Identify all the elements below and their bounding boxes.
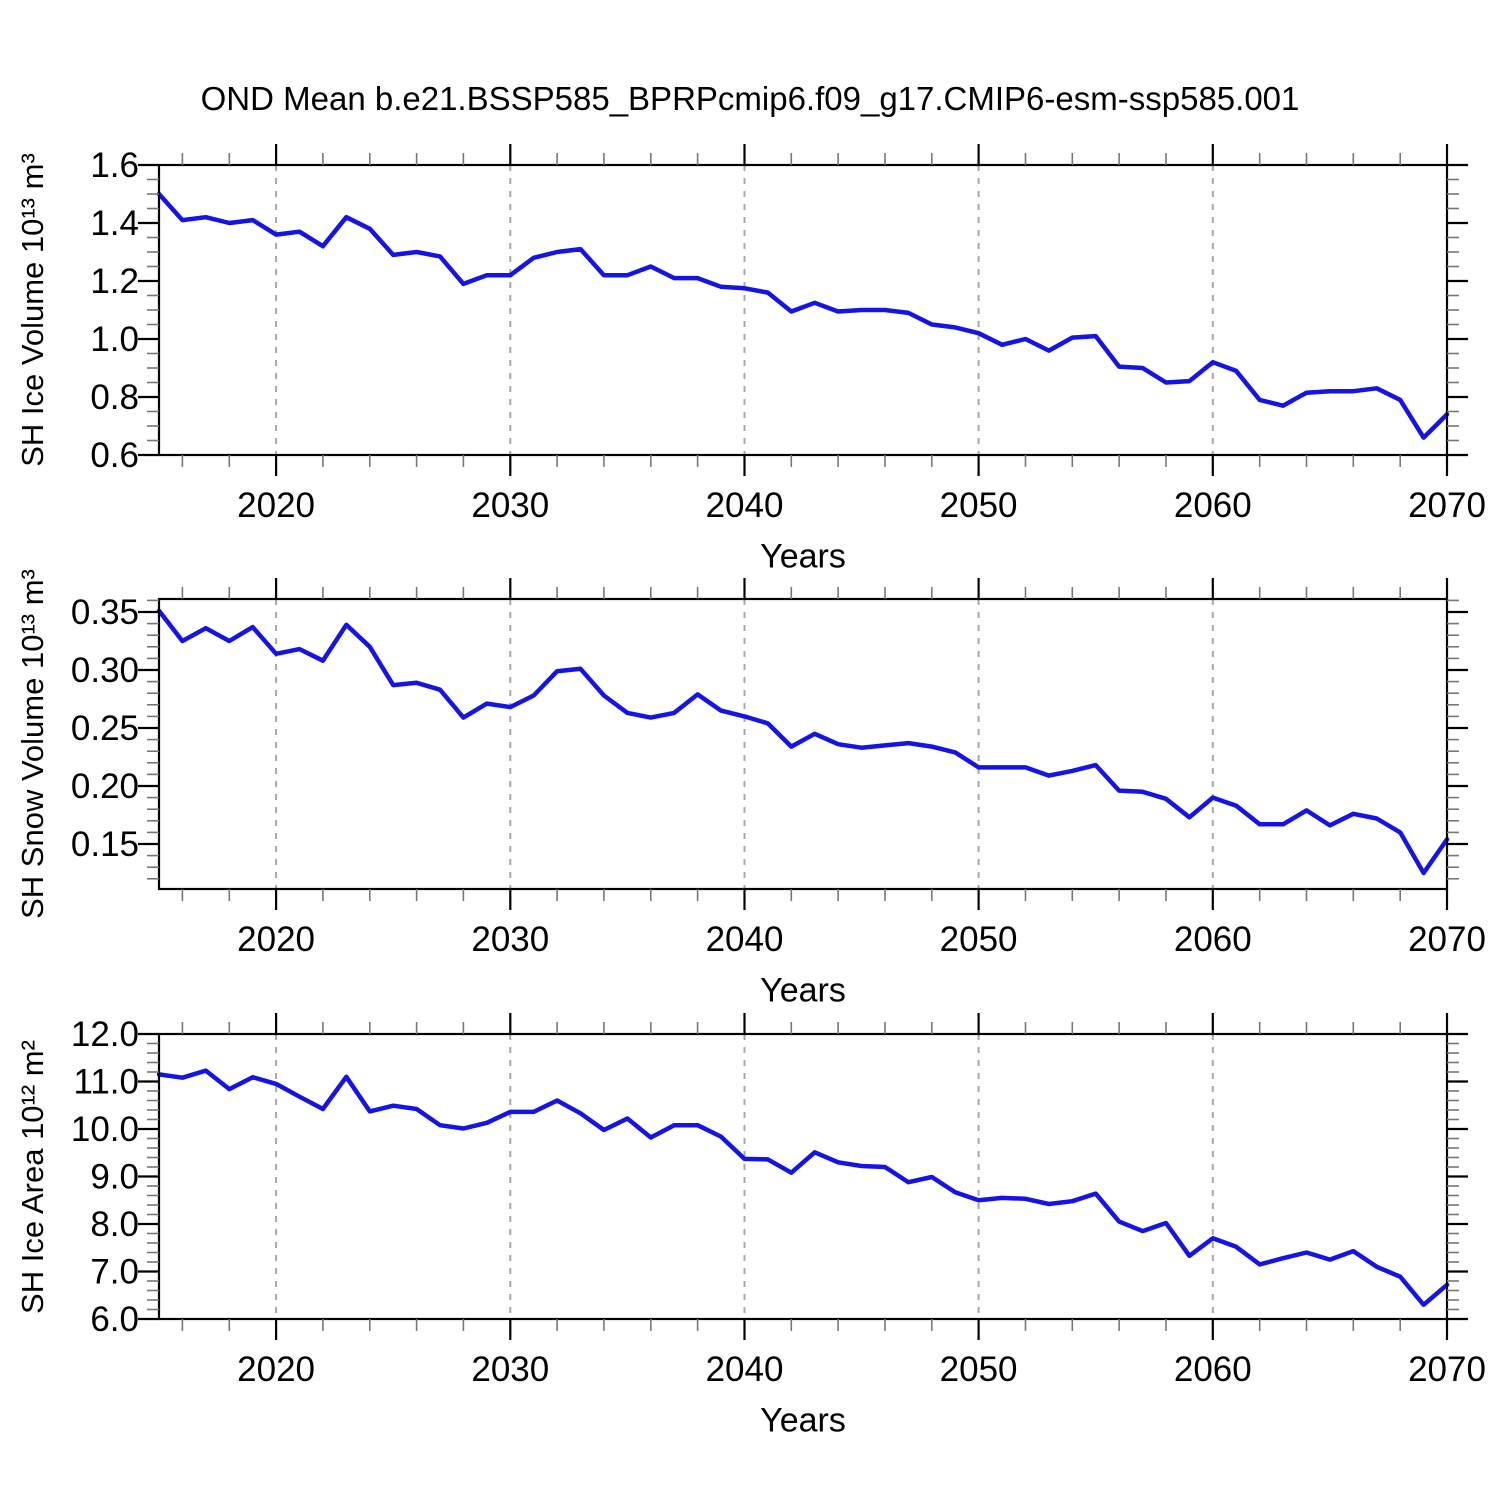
panel-sh-ice-volume-curve <box>156 191 1450 440</box>
x-tick-label: 2050 <box>940 486 1018 525</box>
x-axis-title-panel-1: Years <box>760 537 846 576</box>
y-tick-label: 0.6 <box>90 436 139 475</box>
x-tick-label: 2070 <box>1408 920 1486 959</box>
y-tick-label: 1.6 <box>90 146 139 185</box>
x-tick-label: 2030 <box>471 1350 549 1389</box>
y-tick-label: 0.30 <box>71 651 139 690</box>
x-tick-label: 2030 <box>471 486 549 525</box>
x-tick-label: 2030 <box>471 920 549 959</box>
x-tick-label: 2050 <box>940 1350 1018 1389</box>
panel-sh-ice-area-gridlines <box>275 1034 1214 1319</box>
panel-sh-ice-volume-ticks: 2020 2030 2040 2050 2060 2070 1.6 1.4 1.2 1.0 0.8 0… <box>90 144 1486 525</box>
y-tick-label: 10.0 <box>71 1110 139 1149</box>
x-tick-label: 2060 <box>1174 486 1252 525</box>
x-tick-label: 2020 <box>237 486 315 525</box>
panel-sh-snow-volume: 2020 2030 2040 2050 2060 2070 0.35 0.30 0.25 0.20… <box>71 578 1486 959</box>
panel-sh-ice-volume-gridlines <box>275 165 1214 455</box>
y-axis-title-ice-area: SH Ice Area 10¹² m² <box>15 1040 50 1314</box>
panel-sh-snow-volume-ticks: 2020 2030 2040 2050 2060 2070 0.35 0.30 0.25 0.20… <box>71 578 1486 959</box>
x-tick-label: 2020 <box>237 1350 315 1389</box>
panel-sh-ice-volume: 2020 2030 2040 2050 2060 2070 1.6 1.4 1.2 1.0 0.8 0… <box>90 144 1486 525</box>
y-tick-label: 0.20 <box>71 767 139 806</box>
y-tick-label: 0.15 <box>71 825 139 864</box>
y-axis-title-snow-volume: SH Snow Volume 10¹³ m³ <box>15 569 50 919</box>
y-tick-label: 12.0 <box>71 1015 139 1054</box>
y-tick-label: 0.35 <box>71 593 139 632</box>
y-tick-label: 6.0 <box>90 1300 139 1339</box>
x-tick-label: 2050 <box>940 920 1018 959</box>
chart-title: OND Mean b.e21.BSSP585_BPRPcmip6.f09_g17… <box>200 80 1300 117</box>
panel-sh-ice-area-frame <box>157 1032 1449 1321</box>
y-tick-label: 0.8 <box>90 378 139 417</box>
panel-sh-snow-volume-gridlines <box>275 599 1214 889</box>
y-tick-label: 9.0 <box>90 1158 139 1197</box>
x-tick-label: 2070 <box>1408 486 1486 525</box>
x-tick-label: 2040 <box>706 1350 784 1389</box>
panel-sh-ice-area-curve <box>156 1068 1450 1308</box>
x-tick-label: 2060 <box>1174 920 1252 959</box>
x-tick-label: 2020 <box>237 920 315 959</box>
x-tick-label: 2070 <box>1408 1350 1486 1389</box>
y-tick-label: 8.0 <box>90 1205 139 1244</box>
panel-sh-ice-area-ticks: 2020 2030 2040 2050 2060 2070 12.0 11.0 10.0 9.0 8… <box>71 1013 1486 1389</box>
panel-sh-snow-volume-frame <box>157 597 1449 891</box>
y-tick-label: 1.2 <box>90 262 139 301</box>
y-tick-label: 11.0 <box>73 1063 139 1102</box>
x-tick-label: 2040 <box>706 920 784 959</box>
panel-sh-ice-area: 2020 2030 2040 2050 2060 2070 12.0 11.0 10.0 9.0 8… <box>71 1013 1486 1389</box>
x-axis-title-panel-2: Years <box>760 971 846 1010</box>
y-tick-label: 1.4 <box>90 204 139 243</box>
y-axis-title-ice-volume: SH Ice Volume 10¹³ m³ <box>15 153 50 467</box>
y-tick-label: 7.0 <box>90 1253 139 1292</box>
panel-sh-ice-volume-frame <box>157 163 1449 457</box>
y-tick-label: 1.0 <box>90 320 139 359</box>
x-tick-label: 2040 <box>706 486 784 525</box>
panel-sh-snow-volume-curve <box>156 608 1450 876</box>
y-tick-label: 0.25 <box>71 709 139 748</box>
x-axis-title-panel-3: Years <box>760 1401 846 1440</box>
x-tick-label: 2060 <box>1174 1350 1252 1389</box>
